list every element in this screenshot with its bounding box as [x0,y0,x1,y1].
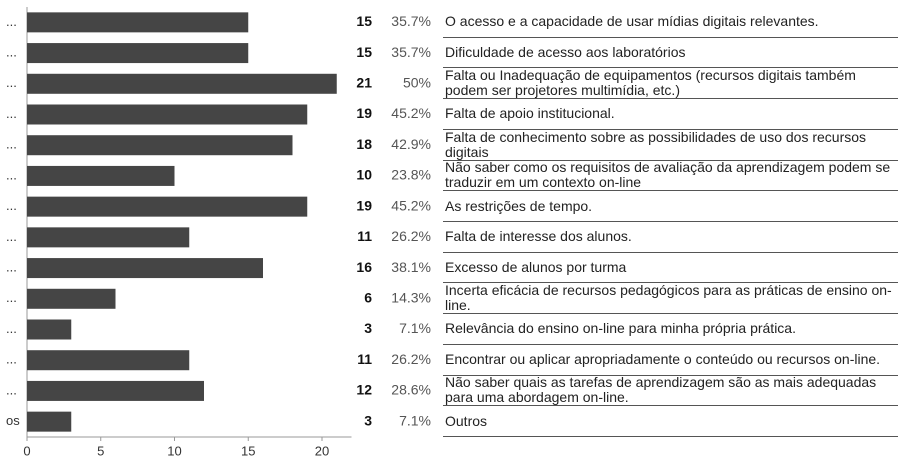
count-label: 11 [357,228,372,244]
bar [27,12,249,33]
percent-label: 28.6% [391,382,431,398]
y-tick-label: ... [6,45,17,60]
x-tick-label: 5 [97,443,104,458]
y-tick-label: ... [6,260,17,275]
bar [27,411,72,432]
percent-label: 35.7% [391,13,431,29]
percent-label: 7.1% [399,320,431,336]
y-tick-label: ... [6,290,17,305]
category-label: Não saber como os requisitos de avaliaçã… [443,160,898,192]
category-label: Falta de conhecimento sobre as possibili… [443,129,898,161]
bar [27,43,249,64]
count-label: 19 [356,197,372,213]
bar [27,380,204,401]
category-label: As restrições de tempo. [443,191,898,222]
bar [27,104,308,125]
y-tick-label: ... [6,352,17,367]
count-label: 21 [356,74,372,90]
percent-label: 26.2% [391,351,431,367]
bar [27,288,116,309]
bar [27,196,308,217]
category-label: Outros [443,406,898,437]
percent-label: 7.1% [399,412,431,428]
category-label: Excesso de alunos por turma [443,253,898,284]
percent-label: 45.2% [391,197,431,213]
y-tick-label: ... [6,106,17,121]
count-label: 6 [364,289,372,305]
count-label: 11 [357,351,372,367]
bar [27,319,72,340]
percent-label: 14.3% [391,289,431,305]
y-tick-label: ... [6,198,17,213]
category-label: Encontrar ou aplicar apropriadamente o c… [443,345,898,376]
percent-label: 42.9% [391,136,431,152]
bar [27,73,337,94]
x-tick-label: 10 [167,443,181,458]
x-tick-label: 15 [241,443,255,458]
count-label: 10 [356,167,372,183]
percent-label: 50% [403,74,431,90]
x-tick-label: 0 [23,443,30,458]
count-label: 3 [364,320,372,336]
percent-label: 45.2% [391,105,431,121]
bar [27,350,190,371]
y-tick-label: os [6,413,20,428]
category-label: Falta ou Inadequação de equipamentos (re… [443,68,898,100]
bar [27,165,175,186]
percent-label: 38.1% [391,259,431,275]
percent-label: 35.7% [391,44,431,60]
category-label: Falta de interesse dos alunos. [443,222,898,253]
count-label: 16 [356,259,372,275]
count-label: 15 [356,13,372,29]
y-tick-label: ... [6,321,17,336]
category-label: Falta de apoio institucional. [443,99,898,130]
count-label: 19 [356,105,372,121]
count-label: 3 [364,412,372,428]
y-tick-label: ... [6,14,17,29]
count-label: 12 [356,382,372,398]
bar [27,135,293,156]
count-label: 15 [356,44,372,60]
category-label: Dificuldade de acesso aos laboratórios [443,38,898,69]
bar [27,227,190,248]
percent-label: 23.8% [391,167,431,183]
count-label: 18 [356,136,372,152]
y-tick-label: ... [6,382,17,397]
y-tick-label: ... [6,167,17,182]
category-label: O acesso e a capacidade de usar mídias d… [443,7,898,38]
x-tick-label: 20 [315,443,329,458]
bar [27,258,263,279]
y-tick-label: ... [6,75,17,90]
y-tick-label: ... [6,229,17,244]
category-label: Incerta eficácia de recursos pedagógicos… [443,283,898,315]
percent-label: 26.2% [391,228,431,244]
category-label: Relevância do ensino on-line para minha … [443,314,898,345]
category-label: Não saber quais as tarefas de aprendizag… [443,375,898,407]
y-tick-label: ... [6,137,17,152]
